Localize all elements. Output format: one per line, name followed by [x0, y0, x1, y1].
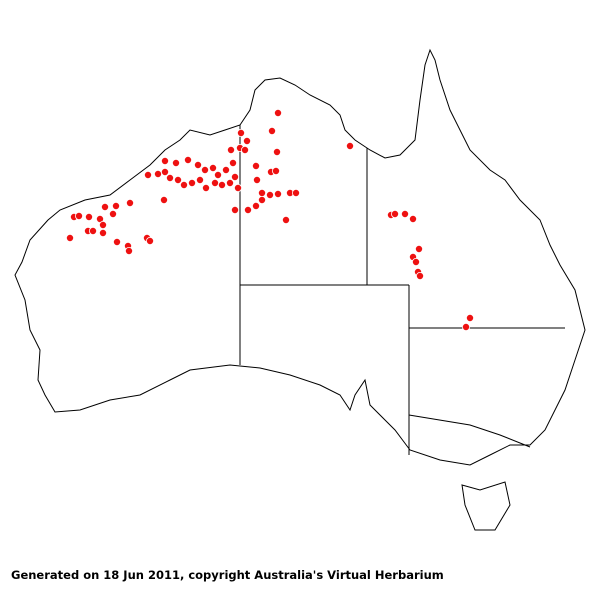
- specimen-record-marker: [281, 215, 290, 224]
- specimen-record-marker: [113, 237, 122, 246]
- specimen-record-marker: [193, 160, 202, 169]
- specimen-record-marker: [171, 158, 180, 167]
- specimen-record-marker: [265, 190, 274, 199]
- specimen-record-marker: [233, 183, 242, 192]
- specimen-record-marker: [461, 322, 470, 331]
- specimen-record-marker: [408, 214, 417, 223]
- specimen-record-marker: [390, 209, 399, 218]
- specimen-record-marker: [160, 167, 169, 176]
- specimen-record-marker: [126, 198, 135, 207]
- specimen-record-marker: [273, 189, 282, 198]
- specimen-record-marker: [217, 180, 226, 189]
- specimen-record-marker: [145, 236, 154, 245]
- specimen-record-marker: [273, 109, 282, 118]
- specimen-record-marker: [242, 136, 251, 145]
- specimen-record-marker: [89, 226, 98, 235]
- specimen-record-marker: [252, 175, 261, 184]
- specimen-record-marker: [109, 209, 118, 218]
- specimen-record-marker: [143, 170, 152, 179]
- specimen-record-marker: [240, 145, 249, 154]
- specimen-record-marker: [195, 175, 204, 184]
- specimen-record-marker: [415, 271, 424, 280]
- specimen-record-marker: [225, 178, 234, 187]
- specimen-record-marker: [208, 163, 217, 172]
- specimen-record-marker: [160, 156, 169, 165]
- specimen-record-marker: [153, 169, 162, 178]
- specimen-record-marker: [230, 205, 239, 214]
- specimen-record-marker: [99, 220, 108, 229]
- specimen-record-marker: [228, 158, 237, 167]
- specimen-record-marker: [159, 195, 168, 204]
- specimen-record-marker: [257, 188, 266, 197]
- specimen-record-marker: [465, 313, 474, 322]
- specimen-record-marker: [179, 180, 188, 189]
- specimen-record-marker: [125, 246, 134, 255]
- specimen-record-marker: [271, 166, 280, 175]
- specimen-record-marker: [251, 161, 260, 170]
- specimen-record-marker: [236, 128, 245, 137]
- specimen-record-marker: [221, 165, 230, 174]
- specimen-record-marker: [200, 165, 209, 174]
- specimen-record-marker: [272, 147, 281, 156]
- specimen-record-marker: [257, 195, 266, 204]
- specimen-record-marker: [251, 201, 260, 210]
- specimen-record-marker: [183, 155, 192, 164]
- specimen-record-marker: [213, 170, 222, 179]
- specimen-record-marker: [99, 228, 108, 237]
- specimen-record-marker: [230, 172, 239, 181]
- specimen-record-marker: [173, 175, 182, 184]
- footer-credit: Generated on 18 Jun 2011, copyright Aust…: [11, 568, 444, 582]
- specimen-record-marker: [210, 178, 219, 187]
- specimen-record-marker: [226, 145, 235, 154]
- tasmania-outline: [461, 481, 511, 531]
- specimen-record-marker: [165, 173, 174, 182]
- specimen-record-marker: [400, 209, 409, 218]
- specimen-record-marker: [187, 178, 196, 187]
- specimen-record-marker: [243, 205, 252, 214]
- specimen-record-marker: [291, 188, 300, 197]
- specimen-record-marker: [411, 257, 420, 266]
- specimen-record-marker: [101, 202, 110, 211]
- specimen-record-marker: [85, 212, 94, 221]
- specimen-record-marker: [201, 183, 210, 192]
- specimen-record-marker: [75, 211, 84, 220]
- specimen-record-marker: [414, 244, 423, 253]
- mainland-outline: [14, 48, 586, 466]
- specimen-record-marker: [345, 141, 354, 150]
- specimen-record-marker: [112, 201, 121, 210]
- specimen-record-marker: [267, 127, 276, 136]
- nsw-vic-border: [408, 414, 531, 448]
- specimen-record-marker: [66, 233, 75, 242]
